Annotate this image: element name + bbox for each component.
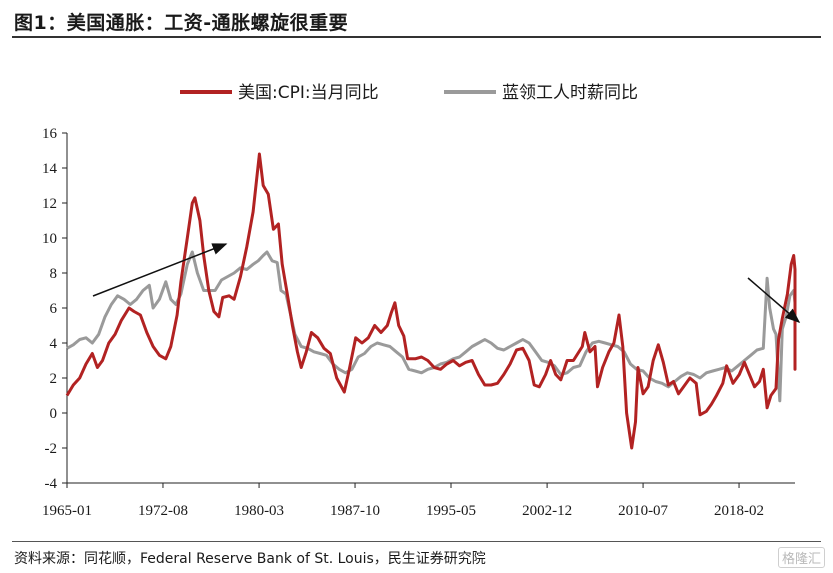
x-tick-label: 1995-05 bbox=[426, 503, 476, 519]
cpi-series-line bbox=[65, 152, 797, 450]
y-tick-label: 10 bbox=[42, 231, 57, 247]
x-tick-label: 1965-01 bbox=[42, 503, 92, 519]
x-tick-label: 1972-08 bbox=[138, 503, 188, 519]
source-note: 资料来源：同花顺，Federal Reserve Bank of St. Lou… bbox=[14, 551, 486, 567]
falling-trend-arrow bbox=[747, 277, 801, 323]
legend: 美国:CPI:当月同比 蓝领工人时薪同比 bbox=[180, 83, 638, 103]
y-ticks: -4 -2 0 2 4 6 8 10 12 14 16 bbox=[42, 126, 67, 492]
x-ticks: 1965-01 1972-08 1980-03 1987-10 1995-05 2002-… bbox=[42, 483, 764, 519]
x-tick-label: 2018-02 bbox=[714, 503, 764, 519]
legend-label-wage: 蓝领工人时薪同比 bbox=[502, 83, 638, 103]
rising-trend-arrow bbox=[92, 243, 228, 297]
x-tick-label: 2002-12 bbox=[522, 503, 572, 519]
x-tick-label: 1987-10 bbox=[330, 503, 380, 519]
x-tick-label: 1980-03 bbox=[234, 503, 284, 519]
y-tick-label: 6 bbox=[50, 301, 58, 317]
x-tick-label: 2010-07 bbox=[618, 503, 668, 519]
legend-label-cpi: 美国:CPI:当月同比 bbox=[238, 83, 379, 103]
wage-series-line bbox=[66, 250, 797, 403]
y-tick-label: 16 bbox=[42, 126, 58, 142]
y-tick-label: -2 bbox=[45, 441, 58, 457]
y-tick-label: 2 bbox=[50, 371, 58, 387]
series-lines bbox=[65, 152, 797, 450]
chart-title: 图1：美国通胀：工资-通胀螺旋很重要 bbox=[14, 12, 349, 34]
y-tick-label: 4 bbox=[50, 336, 58, 352]
y-tick-label: 8 bbox=[50, 266, 58, 282]
footer-divider bbox=[12, 541, 821, 542]
y-tick-label: 12 bbox=[42, 196, 57, 212]
watermark-logo: 格隆汇 bbox=[777, 547, 825, 568]
y-tick-label: -4 bbox=[45, 476, 58, 492]
title-divider bbox=[12, 36, 821, 38]
y-tick-label: 14 bbox=[42, 161, 58, 177]
y-tick-label: 0 bbox=[50, 406, 58, 422]
